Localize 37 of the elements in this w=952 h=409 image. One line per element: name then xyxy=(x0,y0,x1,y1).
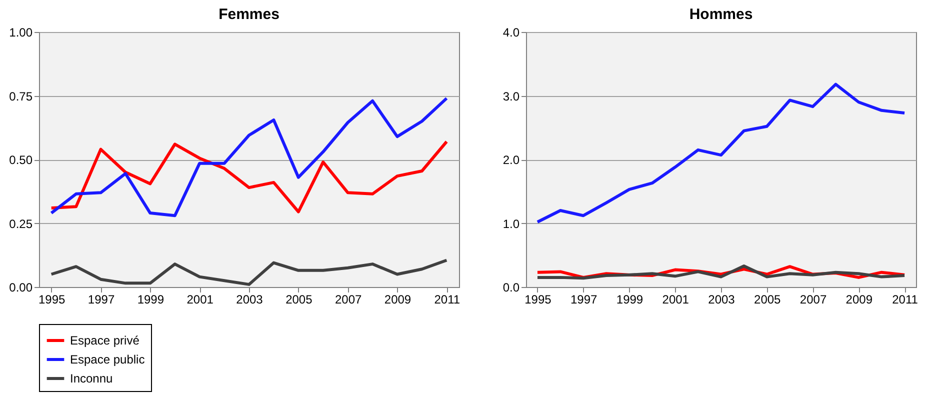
x-tick-label: 2003 xyxy=(236,292,264,306)
line-series xyxy=(50,258,448,286)
x-tick-label: 2009 xyxy=(384,292,412,306)
chart-title: Hommes xyxy=(689,6,753,23)
y-tick-label: 0.0 xyxy=(502,280,520,294)
y-tick-label: 0.00 xyxy=(9,280,33,294)
y-tick-label: 0.25 xyxy=(9,216,33,231)
line-series xyxy=(536,82,906,224)
x-tick-label: 1997 xyxy=(570,292,598,306)
legend-label: Inconnu xyxy=(70,372,113,386)
y-tick-label: 3.0 xyxy=(502,89,520,104)
x-tick-label: 2007 xyxy=(800,292,827,306)
line-series xyxy=(50,96,448,218)
y-tick-label: 1.00 xyxy=(9,26,33,40)
x-tick-label: 2005 xyxy=(286,292,313,306)
y-tick-label: 0.50 xyxy=(9,153,33,167)
x-tick-label: 1995 xyxy=(524,292,552,306)
x-tick-label: 1999 xyxy=(616,292,644,306)
y-tick-label: 0.75 xyxy=(9,89,33,104)
x-tick-label: 2007 xyxy=(334,292,362,306)
x-tick-label: 1997 xyxy=(88,292,115,306)
x-tick-label: 2005 xyxy=(754,292,782,306)
x-tick-label: 2001 xyxy=(186,292,214,306)
y-tick-label: 1.0 xyxy=(502,216,520,231)
x-tick-label: 2011 xyxy=(434,292,460,306)
legend-label: Espace public xyxy=(70,352,145,366)
x-tick-label: 1999 xyxy=(137,292,164,306)
legend-label: Espace privé xyxy=(70,334,140,348)
line-series xyxy=(50,140,448,214)
chart-title: Femmes xyxy=(218,6,280,23)
x-tick-label: 2001 xyxy=(662,292,690,306)
y-tick-label: 2.0 xyxy=(502,153,520,167)
x-tick-label: 2011 xyxy=(892,292,918,306)
x-tick-label: 2009 xyxy=(846,292,873,306)
y-tick-label: 4.0 xyxy=(502,26,520,40)
x-tick-label: 1995 xyxy=(38,292,66,306)
x-tick-label: 2003 xyxy=(708,292,736,306)
